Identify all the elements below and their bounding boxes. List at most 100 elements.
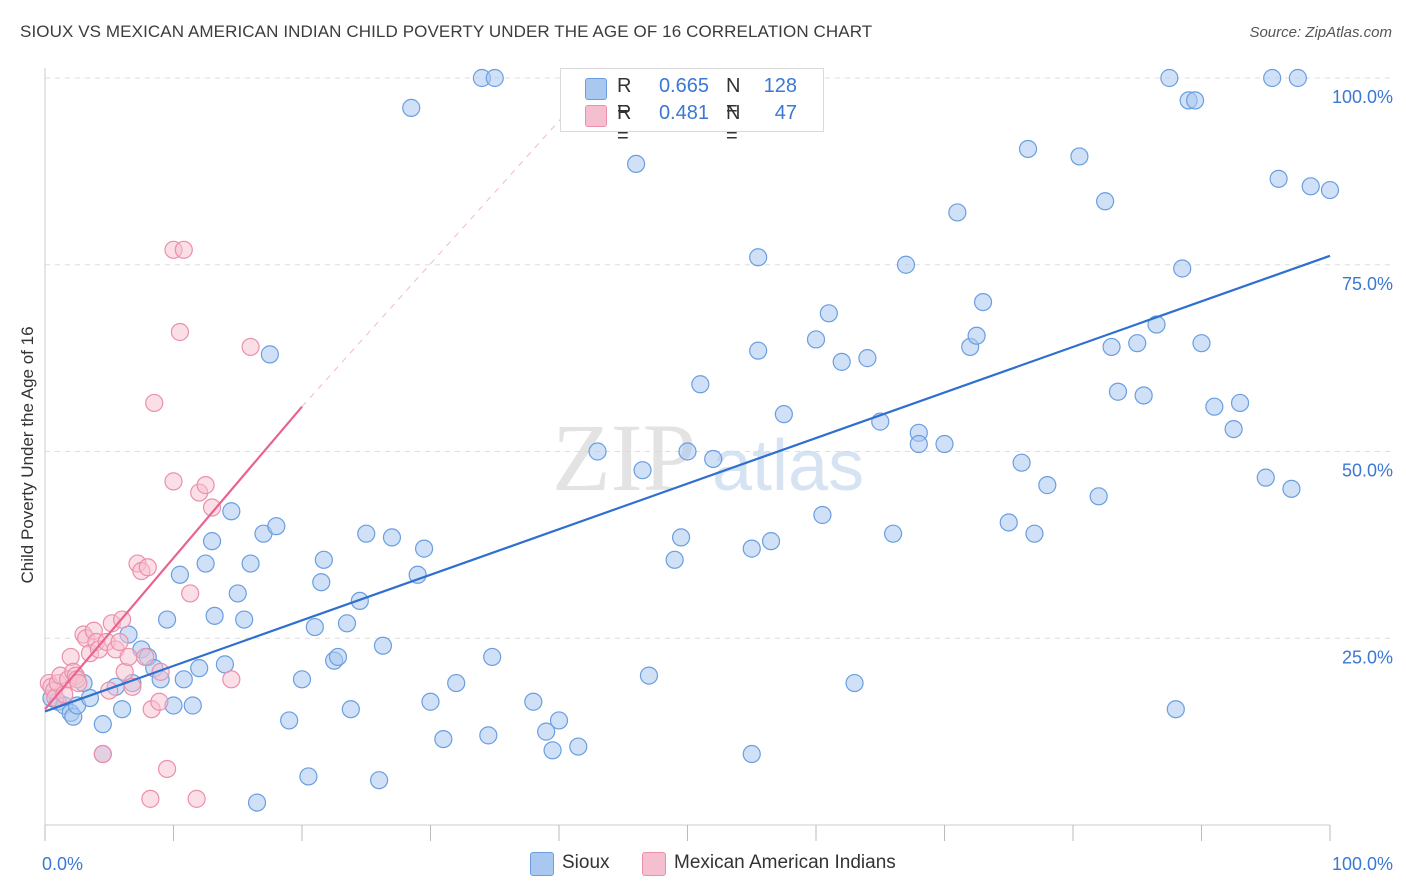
mexican-point (151, 662, 170, 681)
sioux-point (280, 711, 299, 730)
sioux-point (328, 647, 348, 667)
mexican-point (115, 662, 134, 681)
sioux-point (858, 349, 877, 368)
sioux-point (1012, 453, 1031, 472)
sioux-point (909, 434, 928, 454)
sioux-point (1224, 419, 1243, 439)
sioux-point (247, 793, 267, 812)
sioux-point (691, 375, 710, 394)
sioux-point (414, 539, 434, 558)
sioux-point (671, 528, 691, 547)
sioux-point (1102, 337, 1121, 357)
sioux-point (312, 573, 331, 592)
sioux-point (183, 696, 202, 715)
sioux-point (626, 154, 646, 174)
sioux-point (157, 610, 177, 629)
sioux-point (742, 744, 761, 764)
sioux-point (588, 442, 607, 461)
sioux-point (845, 673, 864, 693)
mexican-point (136, 647, 155, 667)
n-value: 128 (763, 75, 797, 97)
mexican-trend-line (44, 405, 303, 710)
sioux-point (337, 614, 357, 633)
sioux-point (447, 673, 466, 693)
sioux-point (1288, 68, 1307, 88)
sioux-point (1096, 192, 1115, 211)
sioux-point (973, 293, 993, 312)
sioux-point (549, 711, 569, 730)
tick-labels: 25.0% 50.0% 75.0% 100.0% 0.0% 100.0% (42, 87, 1393, 874)
sioux-point (174, 670, 193, 689)
sioux-point (299, 767, 318, 786)
x-tick-label: 0.0% (42, 854, 83, 874)
r-label: R = (617, 102, 632, 147)
sioux-point (402, 98, 421, 117)
sioux-legend-label: Sioux (562, 852, 610, 873)
sioux-point (678, 442, 697, 461)
sioux-point (1192, 334, 1211, 353)
sioux-point (1256, 468, 1275, 487)
mexican-point (196, 476, 215, 495)
mexican-swatch (585, 105, 607, 127)
sioux-point (543, 741, 562, 760)
sioux-swatch (585, 78, 607, 100)
sioux-point (704, 449, 723, 469)
sioux-point (373, 636, 393, 655)
y-tick-label: 75.0% (1342, 274, 1393, 294)
watermark-zip: ZIP (552, 404, 696, 511)
mexican-point (222, 670, 241, 689)
trend-lines (44, 77, 1331, 713)
sioux-legend-swatch (530, 852, 554, 876)
sioux-point (569, 737, 588, 756)
r-label: R = (617, 75, 632, 120)
sioux-point (1108, 382, 1128, 401)
sioux-point (813, 505, 832, 525)
sioux-point (479, 726, 498, 745)
sioux-point (633, 461, 652, 480)
sioux-point (260, 345, 279, 364)
sioux-point (774, 405, 793, 424)
sioux-point (305, 617, 324, 637)
mexican-point (170, 322, 190, 342)
sioux-point (537, 722, 556, 741)
y-tick-label: 50.0% (1342, 461, 1393, 481)
sioux-trend-line (44, 254, 1331, 713)
sioux-point (832, 352, 851, 371)
sioux-point (292, 670, 312, 689)
sioux-point (202, 532, 222, 551)
sioux-point (1147, 315, 1166, 334)
chart-title: SIOUX VS MEXICAN AMERICAN INDIAN CHILD P… (20, 22, 873, 41)
mexican-point (61, 647, 80, 667)
sioux-point (935, 434, 954, 454)
sioux-point (1128, 334, 1147, 353)
mexican-point (187, 789, 206, 808)
sioux-point (341, 700, 360, 719)
sioux-point (485, 68, 504, 88)
sioux-point (1173, 259, 1192, 278)
sioux-point (639, 666, 659, 685)
sioux-point (1038, 476, 1057, 495)
sioux-point (524, 692, 543, 711)
sioux-point (1230, 393, 1250, 413)
sioux-point (112, 700, 132, 719)
sioux-point (196, 554, 215, 573)
y-tick-label: 25.0% (1342, 647, 1393, 667)
sioux-point (222, 502, 241, 521)
sioux-point (205, 606, 224, 625)
mexican-point (202, 498, 222, 517)
sioux-point (1205, 397, 1224, 416)
grid-lines (45, 77, 1395, 639)
n-label: N = (726, 102, 741, 147)
sioux-point (806, 330, 826, 349)
mexican-points (39, 240, 260, 808)
sioux-point (819, 304, 838, 323)
mexican-point (181, 584, 200, 603)
sioux-point (665, 550, 684, 569)
x-tick-label: 100.0% (1332, 854, 1393, 874)
sioux-point (1263, 68, 1282, 88)
sioux-point (235, 610, 254, 629)
mexican-point (69, 673, 88, 693)
sioux-point (967, 326, 986, 345)
sioux-point (742, 539, 761, 558)
